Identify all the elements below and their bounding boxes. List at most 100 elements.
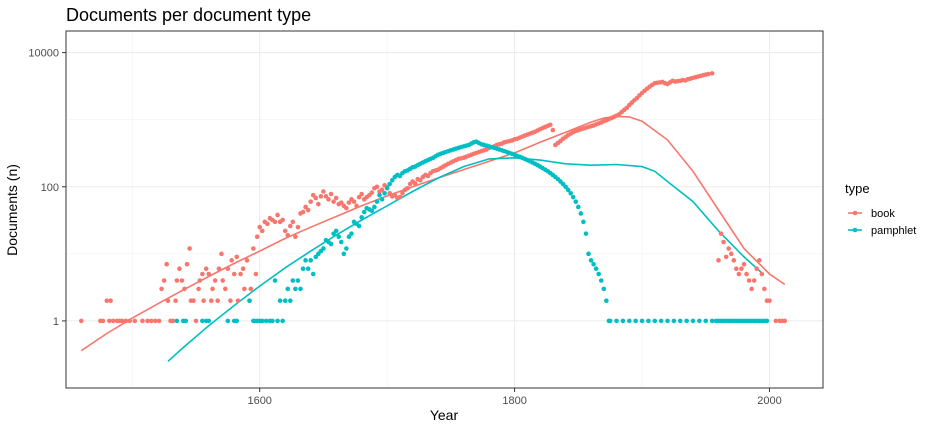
data-point-book [108,298,113,304]
data-point-book [721,239,726,245]
data-point-book [223,286,228,292]
data-point-book [197,278,203,283]
data-point-book [259,228,265,234]
data-point-book [728,251,734,257]
data-point-book [272,219,278,225]
legend-label-book: book [871,208,895,220]
data-point-book [152,318,158,324]
legend-key-point-book [852,210,858,216]
data-point-book [287,223,293,229]
data-point-book [326,197,331,202]
data-point-book [248,286,254,292]
data-point-pamphlet [377,192,382,198]
data-point-book [374,184,380,190]
data-point-book [107,318,112,324]
data-point-pamphlet [671,318,677,324]
data-point-book [709,71,715,76]
data-point-book [782,318,788,324]
data-point-book [242,286,247,292]
data-point-book [275,212,280,218]
data-point-pamphlet [333,228,339,234]
data-point-book [159,286,164,292]
smooth-line-book [80,115,786,352]
data-point-pamphlet [310,271,316,277]
data-point-book [254,234,260,240]
data-point-book [228,298,233,304]
data-point-book [405,185,410,191]
data-point-book [216,266,222,272]
x-axis-ticks: 1600 1800 2000 [247,388,782,407]
data-point-pamphlet [588,258,594,263]
data-point-book [229,258,234,263]
data-point-pamphlet [626,318,632,324]
data-point-book [257,224,263,230]
data-point-book [741,261,747,267]
data-point-book [295,224,301,230]
data-point-book [182,286,187,292]
legend-title: type [845,181,870,196]
data-point-pamphlet [263,318,269,324]
plot-border [65,30,824,389]
data-point-book [751,278,757,283]
data-point-book [231,271,237,277]
data-point-pamphlet [183,318,189,324]
data-point-pamphlet [764,318,770,324]
data-point-book [177,266,182,272]
data-point-pamphlet [336,234,342,240]
data-point-book [251,246,256,251]
data-point-pamphlet [270,318,275,324]
data-point-pamphlet [225,318,231,324]
data-point-pamphlet [321,246,326,251]
data-point-book [723,254,729,260]
data-point-book [736,271,742,277]
data-point-pamphlet [359,215,364,220]
data-point-book [174,278,180,283]
data-point-pamphlet [234,318,240,324]
data-point-book [149,318,154,324]
data-point-pamphlet [578,211,584,216]
data-point-book [200,271,205,277]
data-point-pamphlet [573,199,579,204]
data-point-book [716,258,721,263]
data-point-book [331,199,336,204]
data-point-book [234,254,240,260]
data-point-book [308,199,313,204]
data-point-pamphlet [372,204,377,210]
data-point-book [201,298,206,304]
data-point-book [127,318,133,324]
data-point-pamphlet [639,318,645,324]
data-point-book [225,266,231,272]
data-point-book [140,318,145,324]
smooth-lines [80,115,786,362]
data-point-book [293,234,298,240]
chart-title: Documents per document type [66,5,311,25]
data-point-book [323,194,329,199]
data-point-book [78,318,84,324]
data-point-book [731,258,737,263]
data-point-pamphlet [568,190,573,196]
x-tick-label: 1600 [247,395,271,407]
data-point-book [305,207,311,213]
data-point-pamphlet [313,254,319,260]
data-point-book [285,232,291,238]
data-point-book [321,189,326,194]
data-point-book [206,271,212,277]
data-point-pamphlet [384,185,390,191]
data-point-book [354,203,359,209]
data-point-pamphlet [593,266,599,272]
data-point-pamphlet [305,266,311,272]
smooth-line-pamphlet [167,156,764,362]
data-point-book [164,261,169,267]
data-point-pamphlet [300,266,306,272]
data-point-pamphlet [583,231,589,236]
data-point-pamphlet [206,318,212,324]
data-point-pamphlet [604,298,609,304]
data-point-book [749,286,754,292]
data-point-pamphlet [277,298,283,304]
data-point-pamphlet [658,318,664,324]
plot-background [66,31,823,388]
data-point-book [762,286,767,292]
data-point-pamphlet [586,251,591,257]
data-point-book [318,194,324,199]
data-point-book [726,246,731,251]
